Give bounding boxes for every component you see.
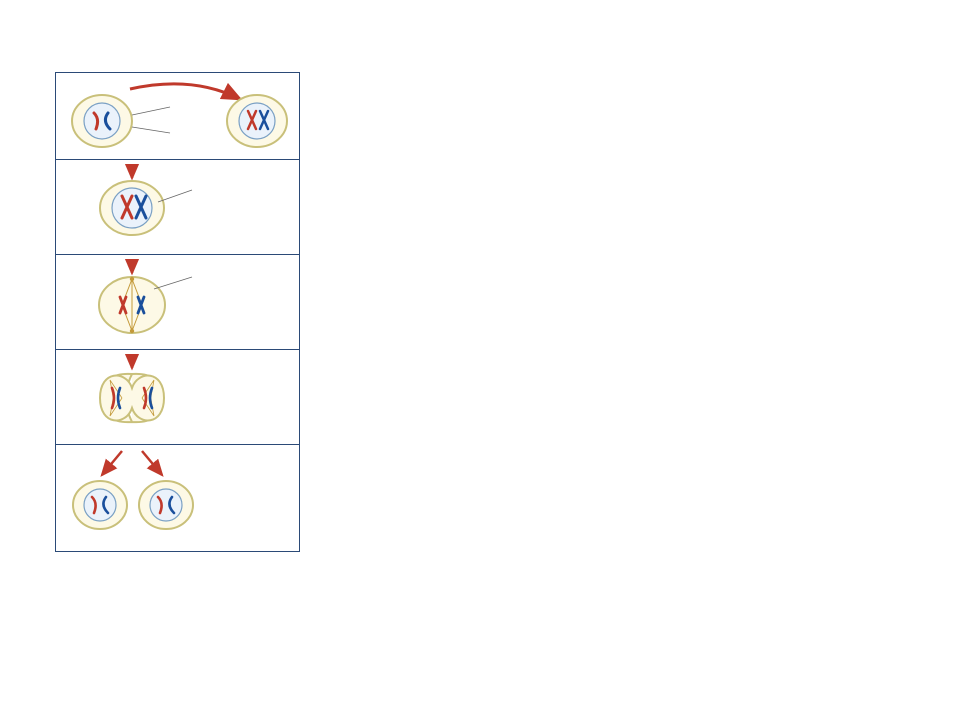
anaphase-cell xyxy=(62,354,293,438)
phase-row-anaphase xyxy=(56,350,299,445)
prophase-cell xyxy=(62,164,293,248)
telophase-cells xyxy=(62,449,293,545)
metaphase-cell xyxy=(62,259,293,343)
phase-row-prophase xyxy=(56,160,299,255)
interphase-cells xyxy=(62,77,293,153)
phase-row-telophase xyxy=(56,445,299,551)
phase-row-interphase xyxy=(56,73,299,160)
mitosis-diagram xyxy=(55,72,300,552)
main-text xyxy=(350,56,925,62)
phase-row-metaphase xyxy=(56,255,299,350)
